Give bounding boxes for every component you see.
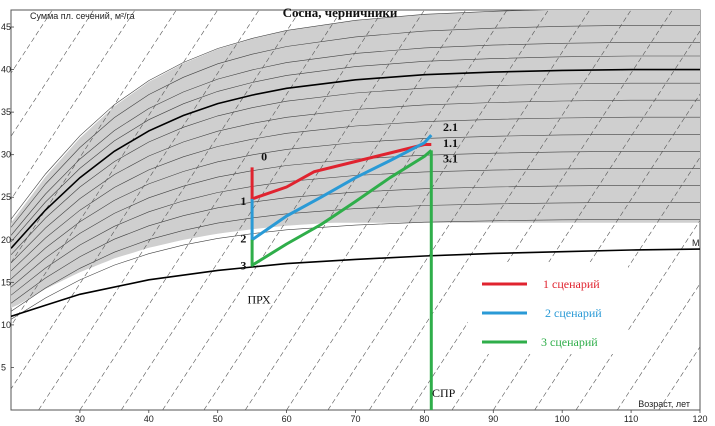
lower-boundary-label: М: [692, 238, 700, 248]
legend-box: [468, 262, 628, 354]
reference-curves-layer: М: [11, 68, 700, 318]
x-tick-label-80: 80: [419, 414, 429, 424]
y-tick-label-10: 10: [1, 320, 11, 330]
series-line-3: [250, 149, 433, 267]
upper-mean-curve: [11, 68, 700, 249]
x-tick-label-40: 40: [144, 414, 154, 424]
point-labels-layer: 0 1 2 3 2.1 1.13.1 ПРХ СПР: [240, 120, 458, 400]
x-tick-label-90: 90: [488, 414, 498, 424]
series-line-2: [250, 134, 433, 242]
guide-curve-7: [11, 134, 700, 280]
guide-curve-6: [11, 116, 700, 272]
x-tick-label-30: 30: [75, 414, 85, 424]
dashed-guide-120: [699, 409, 700, 410]
guide-curve-5: [11, 99, 700, 264]
guide-curve-4: [11, 82, 700, 256]
point-label-2: 2: [240, 231, 246, 245]
point-label-0: 0: [261, 150, 267, 164]
guide-curve-2: [11, 42, 700, 236]
y-tick-label-40: 40: [1, 65, 11, 75]
legend-label-1: 1 сценарий: [543, 277, 600, 291]
y-axis-label: Сумма пл. сечений, м²/га: [30, 11, 135, 21]
guide-curve-0: [11, 10, 549, 220]
point-label-1: 1: [240, 194, 246, 208]
x-tick-label-60: 60: [282, 414, 292, 424]
point-label-3: 3: [240, 259, 246, 273]
x-axis-label: Возраст, лет: [638, 399, 690, 409]
point-label-3.1: 3.1: [443, 151, 458, 165]
point-label-1.1: 1.1: [443, 136, 458, 150]
x-tick-label-110: 110: [624, 414, 638, 424]
x-tick-label-50: 50: [213, 414, 223, 424]
legend-label-2: 2 сценарий: [545, 306, 602, 320]
legend: 1 сценарий 2 сценарий 3 сценарий: [468, 262, 628, 354]
y-tick-label-20: 20: [1, 235, 11, 245]
lower-boundary-curve: [11, 248, 700, 318]
annotation-1: СПР: [432, 386, 456, 400]
x-tick-label-70: 70: [350, 414, 360, 424]
guide-curve-3: [11, 55, 700, 242]
annotation-0: ПРХ: [247, 293, 270, 307]
x-tick-label-100: 100: [555, 414, 570, 424]
y-tick-label-15: 15: [1, 277, 11, 287]
y-tick-label-45: 45: [1, 22, 11, 32]
y-tick-label-5: 5: [1, 362, 6, 372]
x-tick-label-120: 120: [692, 414, 707, 424]
chart-title: Сосна, черничники: [283, 5, 398, 20]
legend-label-3: 3 сценарий: [541, 335, 598, 349]
point-label-2.1: 2.1: [443, 120, 458, 134]
y-tick-label-35: 35: [1, 107, 11, 117]
y-tick-label-25: 25: [1, 192, 11, 202]
series-layer: [250, 134, 433, 267]
y-tick-label-30: 30: [1, 150, 11, 160]
guide-curve-1: [11, 25, 700, 228]
